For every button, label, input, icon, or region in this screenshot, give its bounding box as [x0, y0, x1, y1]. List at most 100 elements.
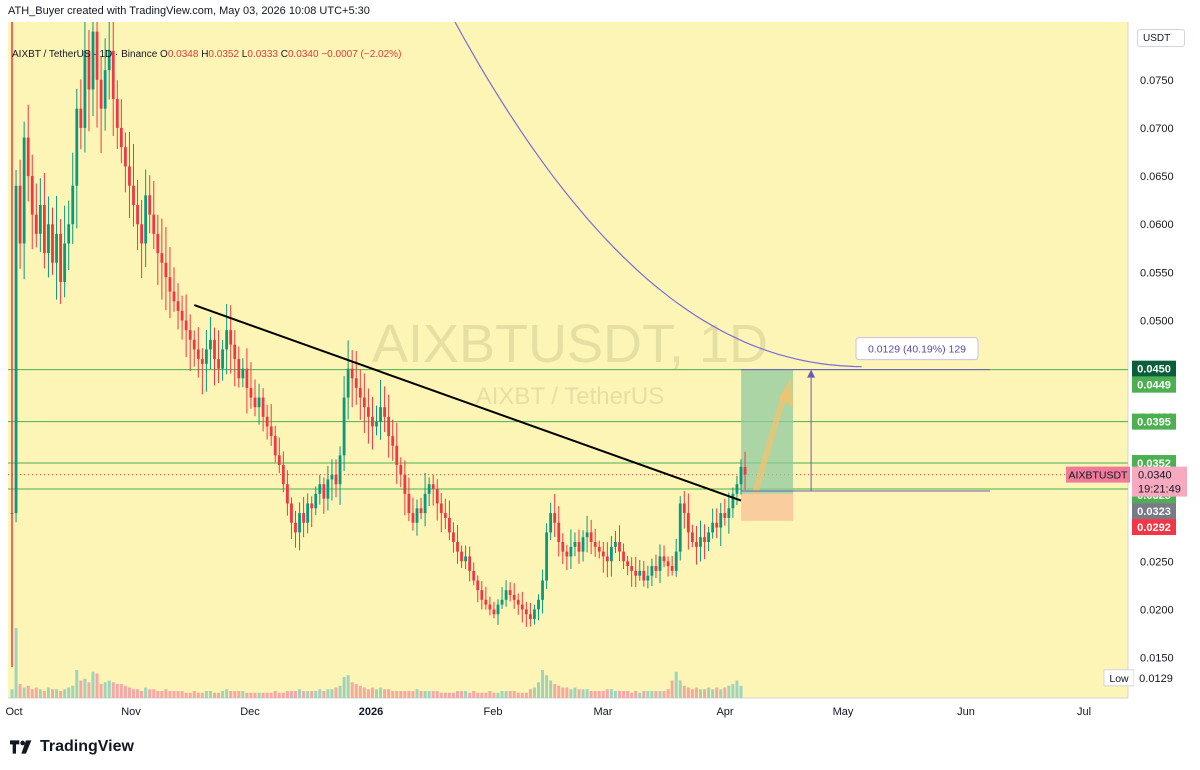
volume-bar: [285, 691, 289, 698]
legend-symbol: AIXBT / TetherUS · 1D · Binance: [12, 49, 158, 60]
price-chart[interactable]: AIXBTUSDT, 1D AIXBT / TetherUS 0.0129 (40…: [0, 22, 1200, 724]
candle-body: [67, 224, 71, 244]
volume-bar: [391, 691, 395, 698]
legend-high-value: 0.0352: [208, 49, 240, 60]
volume-bar: [504, 691, 508, 698]
candle-body: [476, 580, 480, 591]
candle-body: [464, 556, 467, 562]
candle-body: [221, 349, 224, 369]
candle-body: [439, 503, 443, 514]
candle-body: [180, 310, 184, 321]
candle-body: [95, 31, 99, 80]
candle-body: [172, 291, 176, 302]
x-tick-label: Oct: [5, 706, 22, 718]
candle-body: [277, 455, 281, 465]
candle-body: [460, 551, 463, 562]
volume-bar: [731, 684, 735, 698]
volume-bar: [83, 678, 87, 698]
volume-bar: [294, 691, 297, 698]
volume-bar: [164, 689, 168, 698]
candle-body: [196, 349, 200, 360]
volume-bar: [609, 689, 613, 698]
volume-bar: [95, 673, 99, 698]
candle-body: [63, 243, 67, 282]
candle-body: [152, 214, 156, 234]
volume-bar: [670, 680, 674, 698]
candle-body: [638, 570, 642, 576]
volume-bar: [423, 691, 427, 698]
candle-body: [184, 320, 188, 331]
volume-bar: [188, 692, 192, 698]
candle-body: [468, 556, 472, 571]
volume-bar: [172, 691, 176, 698]
y-tick-label: 0.0750: [1140, 75, 1174, 87]
volume-bar: [699, 689, 702, 698]
attribution-text: ATH_Buyer created with TradingView.com, …: [8, 5, 370, 17]
volume-bar: [322, 691, 326, 698]
candle-body: [545, 532, 548, 581]
candle-body: [375, 421, 378, 427]
volume-bar: [557, 685, 561, 698]
volume-bar: [456, 691, 459, 698]
volume-bar: [370, 687, 374, 698]
volume-bar: [488, 691, 492, 698]
volume-bar: [87, 682, 91, 698]
volume-bar: [237, 691, 241, 698]
price-label-box: [1132, 519, 1176, 536]
candle-body: [358, 387, 362, 398]
volume-bar: [464, 691, 468, 698]
volume-bar: [245, 692, 249, 698]
candle-body: [601, 551, 605, 557]
y-tick-label: 0.0500: [1140, 316, 1174, 328]
candle-body: [529, 614, 532, 620]
volume-bar: [107, 680, 111, 698]
candle-body: [148, 195, 152, 215]
volume-bar: [261, 692, 265, 698]
candle-body: [735, 484, 739, 494]
x-tick-label: Jul: [1077, 706, 1091, 718]
candle-body: [265, 416, 269, 427]
candle-body: [573, 542, 577, 547]
candle-body: [448, 517, 451, 533]
volume-bar: [273, 691, 277, 698]
volume-bar: [508, 691, 512, 698]
legend-change: −0.0007 (−2.02%): [321, 49, 402, 60]
volume-bar: [646, 691, 650, 698]
candle-body: [273, 436, 277, 456]
candle-body: [217, 359, 220, 369]
volume-bar: [524, 692, 528, 698]
chart-area[interactable]: AIXBTUSDT, 1D AIXBT / TetherUS 0.0129 (40…: [0, 22, 1200, 724]
volume-bar: [411, 691, 415, 698]
volume-bar: [476, 692, 480, 698]
volume-bar: [492, 692, 496, 698]
volume-bar: [666, 689, 670, 698]
volume-bar: [686, 687, 690, 698]
candle-body: [565, 551, 569, 557]
legend-open-label: O: [160, 49, 168, 60]
candle-body: [492, 609, 496, 615]
candle-body: [245, 368, 249, 388]
candle-body: [630, 566, 634, 571]
volume-bar: [553, 684, 557, 698]
volume-bar: [71, 685, 75, 698]
volume-bar: [630, 692, 634, 698]
candle-body: [670, 566, 674, 571]
volume-bar: [500, 691, 504, 698]
volume-bar: [213, 692, 216, 698]
candle-body: [91, 31, 95, 90]
volume-bar: [123, 685, 127, 698]
candle-body: [362, 397, 366, 408]
price-scale-background: [1128, 22, 1200, 698]
candle-body: [103, 70, 107, 109]
volume-bar: [703, 689, 707, 698]
candle-body: [38, 204, 42, 234]
currency-unit-button[interactable]: USDT: [1137, 29, 1185, 47]
candle-body: [411, 513, 415, 523]
volume-bar: [565, 687, 569, 698]
candle-body: [160, 253, 164, 263]
candle-body: [144, 195, 148, 244]
current-price-box: [1132, 466, 1187, 497]
candle-body: [407, 493, 411, 514]
candle-body: [269, 426, 273, 437]
price-label-text: 0.0395: [1137, 417, 1171, 429]
